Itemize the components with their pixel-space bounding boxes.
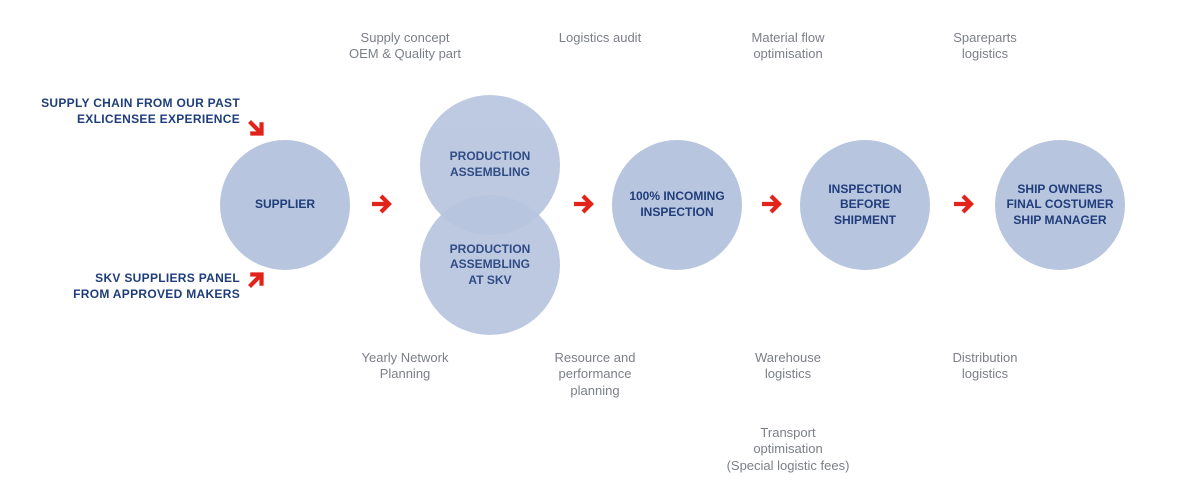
arrow-a2 [572, 192, 600, 216]
bottom-label-3: Distributionlogistics [910, 350, 1060, 383]
arrow-a1 [370, 192, 398, 216]
top-label-2: Material flowoptimisation [713, 30, 863, 63]
top-label-3: Sparepartslogistics [910, 30, 1060, 63]
circle-supplier: SUPPLIER [220, 140, 350, 270]
arrow-a4 [952, 192, 980, 216]
bottom-label-2: Warehouselogistics [713, 350, 863, 383]
bottom-label-0: Yearly NetworkPlanning [320, 350, 490, 383]
circle-incoming: 100% INCOMINGINSPECTION [612, 140, 742, 270]
arrow-a3 [760, 192, 788, 216]
bottom-label-1: Resource andperformanceplanning [515, 350, 675, 399]
side-label-top: SUPPLY CHAIN FROM OUR PASTEXLICENSEE EXP… [10, 95, 240, 127]
side-label-bottom: SKV SUPPLIERS PANELFROM APPROVED MAKERS [48, 270, 240, 302]
top-label-0: Supply conceptOEM & Quality part [320, 30, 490, 63]
circle-before-ship: INSPECTIONBEFORESHIPMENT [800, 140, 930, 270]
circle-ship-owners: SHIP OWNERSFINAL COSTUMERSHIP MANAGER [995, 140, 1125, 270]
top-label-1: Logistics audit [525, 30, 675, 46]
bottom-label-4: Transportoptimisation(Special logistic f… [688, 425, 888, 474]
circle-prod-bottom: PRODUCTIONASSEMBLINGAT SKV [420, 195, 560, 335]
